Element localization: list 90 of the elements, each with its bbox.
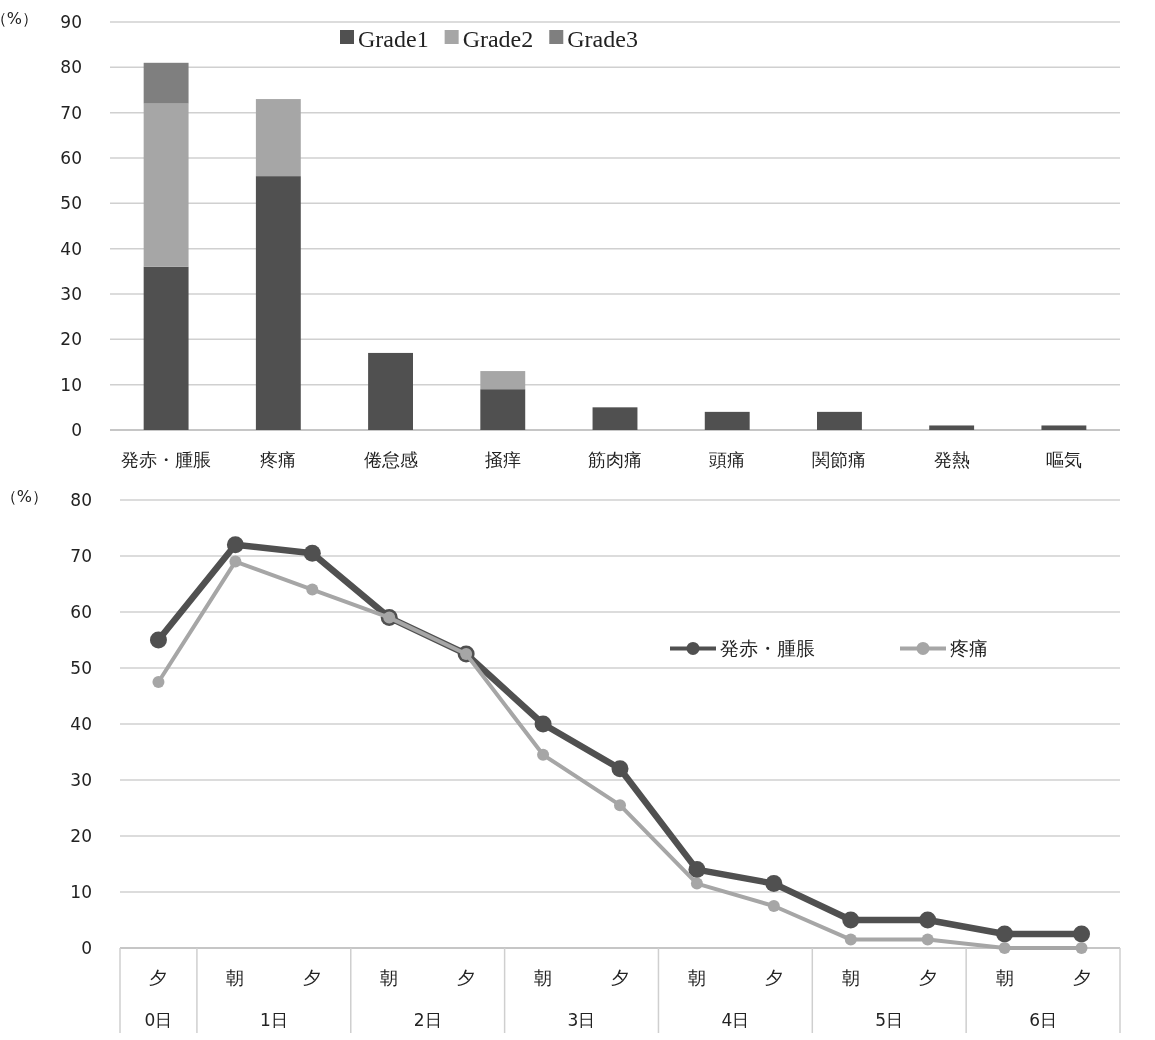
text: 4日: [721, 1010, 750, 1030]
y-tick-label: 80: [60, 57, 82, 78]
x-tick-label: 倦怠感: [363, 449, 418, 470]
y-tick-label: 0: [81, 938, 92, 958]
text: 0日: [144, 1010, 173, 1030]
bar: [929, 425, 975, 430]
x-tick-label: 朝: [995, 967, 1014, 988]
legend-label: 疼痛: [950, 637, 988, 660]
y-tick-label: 30: [60, 284, 82, 304]
point: [921, 933, 934, 946]
x-tick-label: 頭痛: [709, 449, 746, 470]
point: [765, 875, 783, 893]
y-tick-label: 10: [60, 374, 82, 395]
y-tick-label: 20: [60, 329, 82, 350]
bar: [817, 411, 862, 430]
point: [1073, 925, 1091, 943]
y-tick-label: 50: [70, 658, 92, 678]
x-tick-label: 夕: [611, 967, 629, 988]
point: [537, 748, 550, 761]
y-tick-label: 70: [60, 102, 82, 123]
text: 2日: [413, 1010, 442, 1030]
point: [229, 555, 242, 568]
y-tick-label: 40: [70, 714, 92, 734]
point: [226, 536, 244, 554]
legend-label: Grade1: [358, 26, 429, 52]
x-tick-label: 夕: [149, 967, 168, 988]
bar: [368, 352, 413, 430]
bar: [255, 99, 301, 177]
point: [149, 631, 167, 649]
x-tick-label: 発赤・腫脹: [121, 449, 212, 470]
y-tick-label: 60: [70, 602, 92, 622]
bar: [480, 371, 526, 390]
point: [534, 715, 552, 733]
x-tick-label: 発熱: [933, 449, 970, 470]
point: [690, 877, 703, 890]
point: [303, 544, 321, 562]
legend-label: 発赤・腫脹: [720, 637, 815, 660]
legend-label: Grade2: [462, 26, 534, 52]
x-tick-label: 夕: [457, 967, 476, 988]
text: 5日: [875, 1010, 904, 1030]
point: [688, 861, 706, 879]
point: [1075, 942, 1088, 954]
point: [996, 925, 1014, 943]
point: [152, 676, 165, 688]
y-axis-title: （%）: [0, 487, 48, 506]
x-tick-label: 朝: [226, 967, 245, 988]
legend-label: Grade3: [567, 26, 638, 52]
y-tick-label: 0: [71, 420, 82, 440]
x-tick-label: 夕: [303, 967, 322, 988]
point: [844, 933, 857, 946]
y-tick-label: 80: [70, 490, 92, 510]
x-tick-label: 掻痒: [484, 449, 521, 470]
point: [614, 799, 626, 812]
y-tick-label: 90: [60, 12, 82, 32]
point: [306, 583, 319, 596]
text: 6日: [1029, 1010, 1057, 1030]
x-tick-label: 朝: [687, 967, 706, 988]
y-axis-title: （%）: [0, 9, 38, 28]
x-tick-label: 関節痛: [812, 449, 867, 470]
x-tick-label: 夕: [1072, 967, 1091, 988]
bar: [1041, 425, 1087, 430]
x-tick-label: 筋肉痛: [588, 449, 642, 470]
x-tick-label: 朝: [841, 967, 860, 988]
x-tick-label: 嘔気: [1045, 449, 1082, 470]
y-tick-label: 20: [70, 826, 92, 846]
point: [611, 760, 629, 778]
point: [919, 911, 937, 929]
x-tick-label: 朝: [534, 967, 553, 988]
y-tick-label: 10: [70, 882, 92, 902]
x-tick-label: 朝: [380, 967, 399, 988]
point: [998, 942, 1011, 954]
y-tick-label: 70: [70, 546, 92, 566]
bar: [143, 266, 189, 430]
x-tick-label: 疼痛: [260, 449, 297, 470]
y-tick-label: 40: [60, 238, 82, 259]
bar: [255, 176, 301, 430]
text: 3日: [567, 1010, 596, 1030]
x-tick-label: 夕: [918, 967, 937, 988]
bar: [143, 103, 189, 267]
text: 1日: [259, 1010, 288, 1030]
point: [767, 900, 780, 912]
x-tick-label: 夕: [764, 967, 783, 988]
y-tick-label: 50: [60, 193, 82, 214]
point: [842, 911, 860, 929]
bar: [143, 62, 189, 104]
y-tick-label: 30: [70, 770, 92, 790]
bar: [480, 389, 526, 430]
y-tick-label: 60: [60, 148, 82, 168]
bar: [704, 411, 750, 430]
bar: [592, 407, 638, 430]
